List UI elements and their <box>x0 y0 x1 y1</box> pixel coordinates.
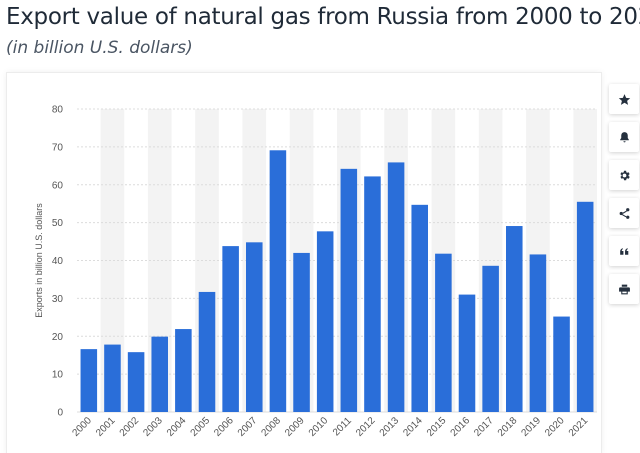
bar <box>104 344 121 412</box>
print-icon <box>618 284 630 294</box>
x-tick-label: 2006 <box>212 415 236 439</box>
x-tick-label: 2017 <box>472 415 496 439</box>
bar <box>222 246 239 412</box>
x-tick-label: 2021 <box>567 415 591 439</box>
bar-chart: 0 10 20 30 40 50 60 70 80 Exports in billion U.S.… <box>34 105 597 439</box>
star-icon <box>618 93 630 105</box>
bar <box>364 176 381 412</box>
x-tick-label: 2011 <box>331 415 354 438</box>
y-tick-label: 80 <box>52 105 64 116</box>
cite-button[interactable] <box>609 236 639 266</box>
bar <box>175 329 192 412</box>
x-tick-label: 2015 <box>425 415 449 439</box>
favorite-button[interactable] <box>609 84 639 114</box>
bar <box>387 162 405 412</box>
y-tick-label: 0 <box>57 408 63 419</box>
y-tick-label: 70 <box>52 142 64 153</box>
bar <box>316 231 334 412</box>
notification-button[interactable] <box>609 122 639 152</box>
bar <box>529 254 547 412</box>
x-tick-label: 2019 <box>520 415 544 439</box>
x-tick-label: 2016 <box>449 415 473 439</box>
y-tick-label: 30 <box>52 294 64 305</box>
page-subtitle: (in billion U.S. dollars) <box>6 38 193 58</box>
y-tick-label: 40 <box>52 256 64 267</box>
y-tick-label: 20 <box>52 332 64 343</box>
page-title: Export value of natural gas from Russia … <box>6 4 640 30</box>
x-tick-label: 2009 <box>283 415 307 439</box>
bar <box>576 201 594 412</box>
bar <box>411 204 428 412</box>
bar <box>482 265 499 412</box>
chart-panel: 0 10 20 30 40 50 60 70 80 Exports in billion U.S.… <box>6 72 602 453</box>
y-tick-label: 60 <box>52 180 64 191</box>
gear-icon <box>619 170 630 180</box>
bar <box>435 253 452 412</box>
share-icon <box>619 207 629 219</box>
x-tick-label: 2018 <box>496 415 520 439</box>
bar <box>246 242 263 412</box>
x-tick-label: 2008 <box>260 415 284 439</box>
chart-toolbar <box>609 84 639 312</box>
x-tick-label: 2020 <box>543 415 567 439</box>
bar <box>127 352 145 412</box>
x-tick-label: 2000 <box>70 415 94 439</box>
x-tick-label: 2010 <box>307 415 331 439</box>
x-tick-label: 2012 <box>354 415 378 439</box>
x-tick-label: 2014 <box>401 415 425 439</box>
x-tick-label: 2003 <box>141 415 165 439</box>
y-axis-title: Exports in billion U.S. dollars <box>34 203 44 318</box>
bar <box>269 150 287 412</box>
x-tick-label: 2013 <box>378 415 402 439</box>
bar <box>293 252 310 412</box>
settings-button[interactable] <box>609 160 639 190</box>
bar <box>553 316 570 412</box>
x-tick-label: 2005 <box>189 415 213 439</box>
x-tick-label: 2004 <box>165 415 189 439</box>
bar <box>340 168 358 412</box>
x-tick-label: 2007 <box>236 415 260 439</box>
bar <box>506 226 523 412</box>
bar <box>80 349 98 412</box>
quote-icon <box>619 247 628 255</box>
x-tick-label: 2001 <box>94 415 118 439</box>
bar <box>458 294 476 412</box>
bell-icon <box>619 131 629 142</box>
print-button[interactable] <box>609 274 639 304</box>
share-button[interactable] <box>609 198 639 228</box>
bar <box>198 291 216 412</box>
y-tick-label: 50 <box>52 218 64 229</box>
y-tick-label: 10 <box>52 370 64 381</box>
bar <box>151 336 168 412</box>
x-tick-label: 2002 <box>118 415 142 439</box>
